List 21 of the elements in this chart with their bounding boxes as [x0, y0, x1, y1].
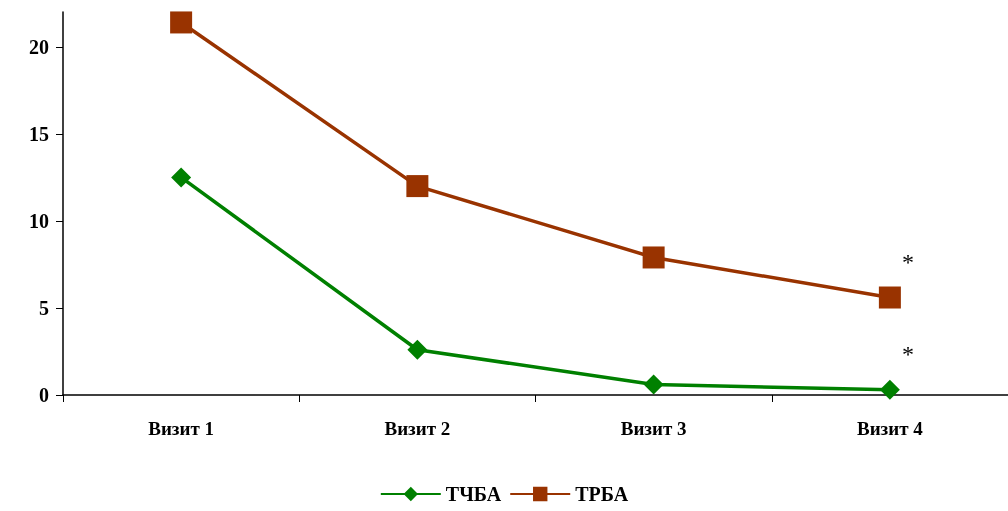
point	[170, 11, 193, 34]
x-tick-label: Визит 2	[384, 418, 451, 439]
point	[879, 379, 900, 400]
x-tick-label: Визит 4	[856, 418, 924, 439]
y-tick-label: 20	[29, 35, 49, 58]
legend-label: ТРБА	[575, 483, 629, 505]
point	[878, 286, 901, 309]
legend-label: ТЧБА	[445, 483, 502, 505]
point	[643, 374, 664, 395]
y-tick-label: 0	[39, 384, 49, 406]
point	[642, 246, 665, 269]
y-tick-label: 15	[29, 122, 49, 145]
annotation: *	[901, 340, 914, 367]
x-tick-label: Визит 1	[148, 418, 215, 439]
point	[407, 339, 428, 360]
y-tick-label: 10	[29, 209, 49, 232]
annotation: *	[901, 248, 914, 275]
y-tick-label: 5	[39, 296, 49, 319]
point	[406, 175, 429, 198]
point	[171, 167, 192, 188]
x-tick-label: Визит 3	[620, 418, 687, 439]
